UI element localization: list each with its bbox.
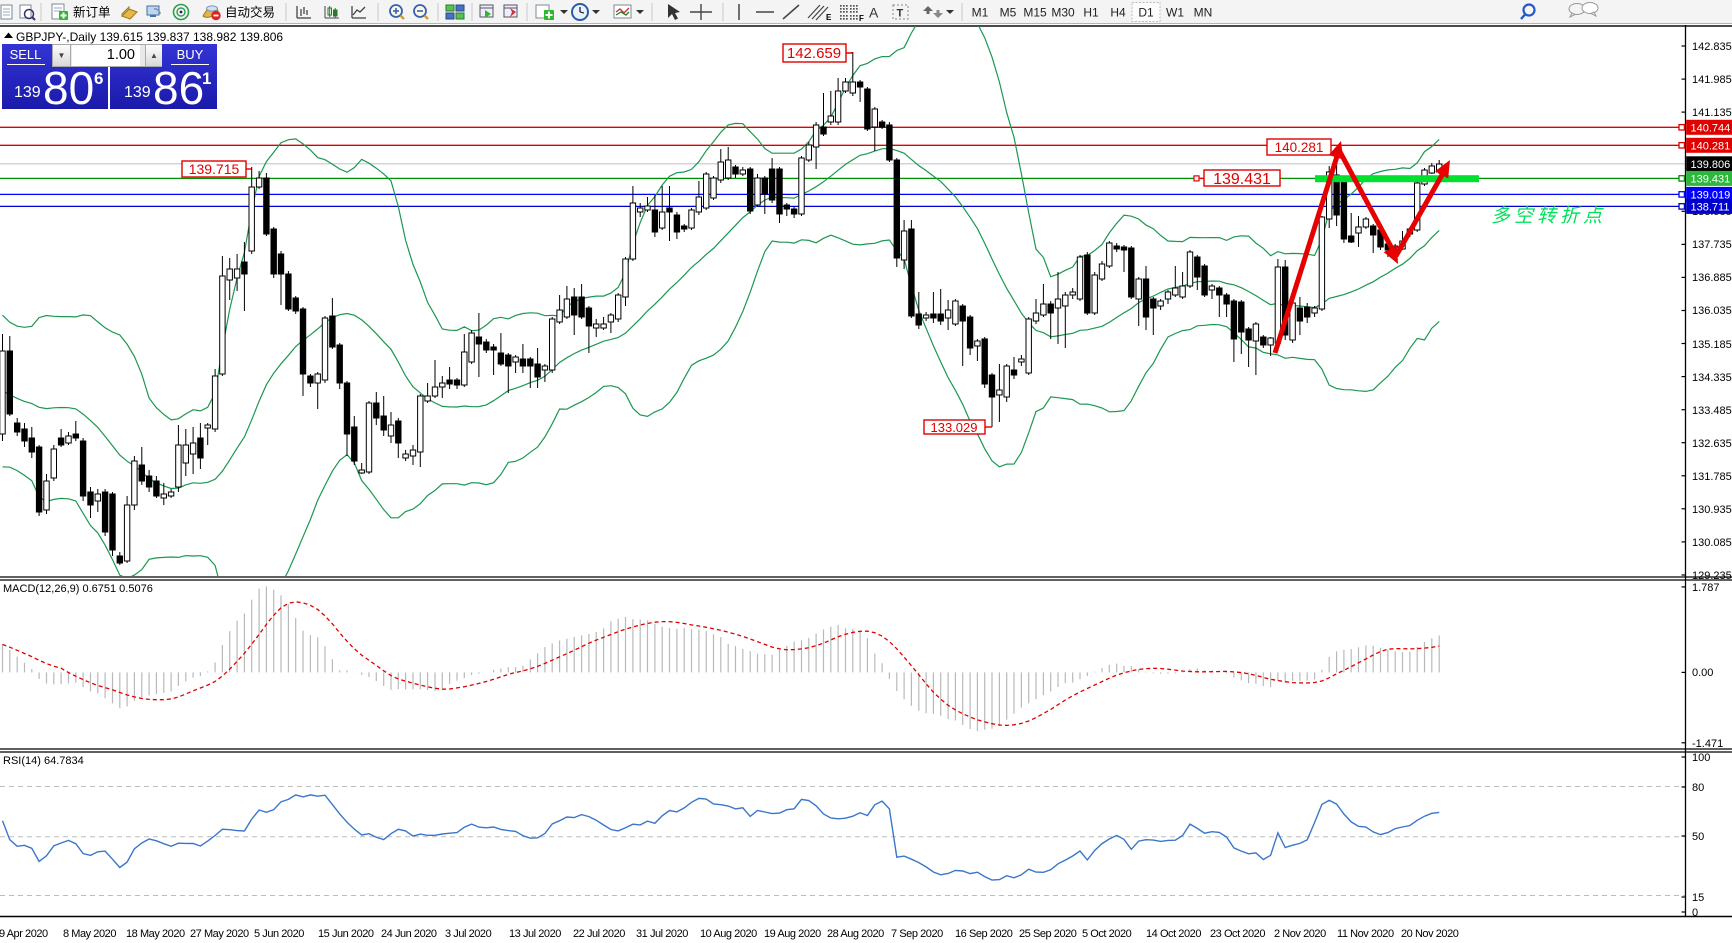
svg-text:H1: H1 (1083, 6, 1099, 20)
svg-text:-1.471: -1.471 (1692, 738, 1723, 750)
svg-text:9 Apr 2020: 9 Apr 2020 (0, 928, 48, 940)
svg-text:H4: H4 (1110, 6, 1126, 20)
svg-text:31 Jul 2020: 31 Jul 2020 (636, 928, 688, 940)
svg-text:24 Jun 2020: 24 Jun 2020 (381, 928, 437, 940)
svg-text:136.035: 136.035 (1692, 305, 1732, 317)
svg-text:16 Sep 2020: 16 Sep 2020 (955, 928, 1013, 940)
svg-text:8 May 2020: 8 May 2020 (63, 928, 116, 940)
svg-text:15: 15 (1692, 892, 1704, 904)
svg-text:25 Sep 2020: 25 Sep 2020 (1019, 928, 1077, 940)
svg-text:137.735: 137.735 (1692, 239, 1732, 251)
svg-text:10 Aug 2020: 10 Aug 2020 (700, 928, 757, 940)
svg-text:M5: M5 (1000, 6, 1017, 20)
svg-text:D1: D1 (1138, 6, 1154, 20)
svg-text:A: A (869, 5, 879, 21)
svg-text:139.715: 139.715 (189, 161, 240, 177)
svg-text:136.885: 136.885 (1692, 272, 1732, 284)
svg-text:134.335: 134.335 (1692, 372, 1732, 384)
svg-text:142.659: 142.659 (787, 45, 841, 62)
svg-text:自动交易: 自动交易 (225, 5, 275, 20)
svg-text:M1: M1 (972, 6, 989, 20)
svg-text:135.185: 135.185 (1692, 339, 1732, 351)
svg-text:0: 0 (1692, 907, 1698, 919)
svg-text:130.935: 130.935 (1692, 504, 1732, 516)
svg-text:140.281: 140.281 (1691, 140, 1731, 152)
svg-text:18 May 2020: 18 May 2020 (126, 928, 185, 940)
svg-text:139.431: 139.431 (1213, 171, 1271, 188)
svg-text:23 Oct 2020: 23 Oct 2020 (1210, 928, 1265, 940)
svg-text:MN: MN (1194, 6, 1213, 20)
svg-text:M15: M15 (1023, 6, 1047, 20)
svg-text:140.744: 140.744 (1691, 122, 1731, 134)
svg-text:28 Aug 2020: 28 Aug 2020 (827, 928, 884, 940)
svg-text:130.085: 130.085 (1692, 537, 1732, 549)
svg-text:2 Nov 2020: 2 Nov 2020 (1274, 928, 1326, 940)
svg-text:T: T (897, 8, 904, 20)
svg-text:133.029: 133.029 (931, 420, 978, 435)
svg-text:MACD(12,26,9) 0.6751 0.5076: MACD(12,26,9) 0.6751 0.5076 (3, 583, 153, 595)
svg-text:14 Oct 2020: 14 Oct 2020 (1146, 928, 1201, 940)
svg-text:133.485: 133.485 (1692, 405, 1732, 417)
svg-text:20 Nov 2020: 20 Nov 2020 (1401, 928, 1459, 940)
svg-text:138.711: 138.711 (1691, 201, 1730, 213)
svg-text:22 Jul 2020: 22 Jul 2020 (573, 928, 625, 940)
svg-text:50: 50 (1692, 831, 1704, 843)
svg-text:11 Nov 2020: 11 Nov 2020 (1337, 928, 1394, 940)
svg-text:5 Oct 2020: 5 Oct 2020 (1082, 928, 1132, 940)
svg-text:GBPJPY-,Daily 139.615 139.837: GBPJPY-,Daily 139.615 139.837 138.982 13… (16, 30, 283, 44)
svg-text:F: F (859, 14, 864, 23)
svg-text:132.635: 132.635 (1692, 438, 1732, 450)
svg-text:3 Jul 2020: 3 Jul 2020 (445, 928, 492, 940)
svg-text:多空转折点: 多空转折点 (1491, 205, 1606, 227)
svg-text:1.787: 1.787 (1692, 582, 1720, 594)
svg-text:27 May 2020: 27 May 2020 (190, 928, 249, 940)
svg-text:0.00: 0.00 (1692, 667, 1713, 679)
svg-text:RSI(14) 64.7834: RSI(14) 64.7834 (3, 755, 84, 767)
svg-text:141.135: 141.135 (1692, 107, 1732, 119)
svg-text:M30: M30 (1051, 6, 1075, 20)
svg-text:13 Jul 2020: 13 Jul 2020 (509, 928, 561, 940)
svg-text:80: 80 (1692, 782, 1704, 794)
svg-text:139.019: 139.019 (1691, 189, 1731, 201)
svg-text:131.785: 131.785 (1692, 471, 1732, 483)
svg-text:129.235: 129.235 (1692, 570, 1732, 582)
svg-text:139.806: 139.806 (1691, 159, 1731, 171)
svg-text:15 Jun 2020: 15 Jun 2020 (318, 928, 374, 940)
svg-text:E: E (826, 13, 832, 22)
svg-text:7 Sep 2020: 7 Sep 2020 (891, 928, 943, 940)
svg-text:19 Aug 2020: 19 Aug 2020 (764, 928, 821, 940)
svg-text:141.985: 141.985 (1692, 74, 1732, 86)
svg-text:新订单: 新订单 (73, 5, 111, 20)
svg-text:100: 100 (1692, 752, 1710, 764)
svg-text:5 Jun 2020: 5 Jun 2020 (254, 928, 304, 940)
svg-text:139.431: 139.431 (1691, 173, 1731, 185)
svg-text:140.281: 140.281 (1275, 140, 1324, 155)
svg-text:142.835: 142.835 (1692, 41, 1732, 53)
svg-text:W1: W1 (1166, 6, 1184, 20)
